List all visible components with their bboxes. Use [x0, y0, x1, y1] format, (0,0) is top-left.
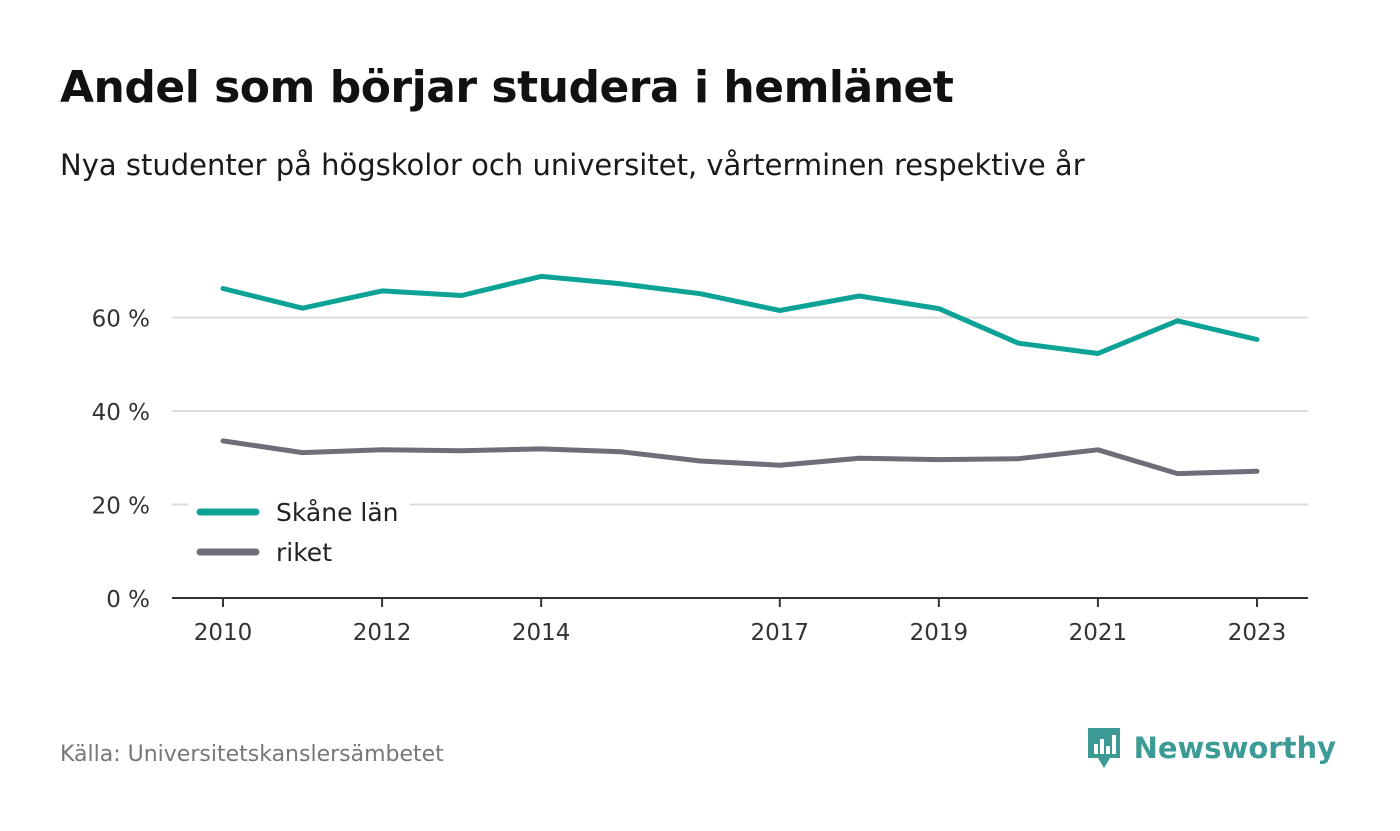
y-axis-ticks: 0 % 20 % 40 % 60 % — [92, 307, 150, 614]
x-tick-label: 2014 — [512, 620, 571, 646]
x-tick-label: 2017 — [750, 620, 809, 646]
brand-name: Newsworthy — [1133, 731, 1336, 765]
legend-label: riket — [276, 538, 332, 567]
newsworthy-logo-icon — [1087, 728, 1120, 768]
chart-title: Andel som börjar studera i hemlänet — [60, 62, 954, 113]
legend: Skåne län riket — [188, 486, 410, 578]
y-tick-label: 20 % — [92, 494, 150, 520]
x-axis: 2010 2012 2014 2017 2019 2021 2023 — [172, 597, 1308, 646]
brand-logo: Newsworthy — [1086, 726, 1336, 770]
series-line-sk-ne-l-n — [220, 273, 1260, 356]
x-tick-label: 2023 — [1228, 620, 1287, 646]
source-note: Källa: Universitetskanslersämbetet — [60, 742, 444, 767]
chart-subtitle: Nya studenter på högskolor och universit… — [60, 148, 1085, 182]
series-lines — [220, 273, 1260, 477]
y-tick-label: 0 % — [106, 587, 150, 613]
legend-background — [188, 486, 410, 578]
legend-label: Skåne län — [276, 498, 399, 527]
series-line-riket — [220, 438, 1260, 477]
line-chart: 0 % 20 % 40 % 60 % 2010 2012 2014 2017 2019 2021… — [92, 273, 1308, 646]
gridlines — [172, 316, 1308, 506]
y-tick-label: 40 % — [92, 400, 150, 426]
x-tick-label: 2021 — [1069, 620, 1128, 646]
x-tick-label: 2010 — [194, 620, 253, 646]
y-tick-label: 60 % — [92, 307, 150, 333]
x-tick-label: 2012 — [353, 620, 412, 646]
x-tick-label: 2019 — [910, 620, 969, 646]
